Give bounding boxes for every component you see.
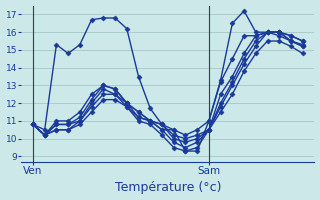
- X-axis label: Température (°c): Température (°c): [115, 181, 221, 194]
